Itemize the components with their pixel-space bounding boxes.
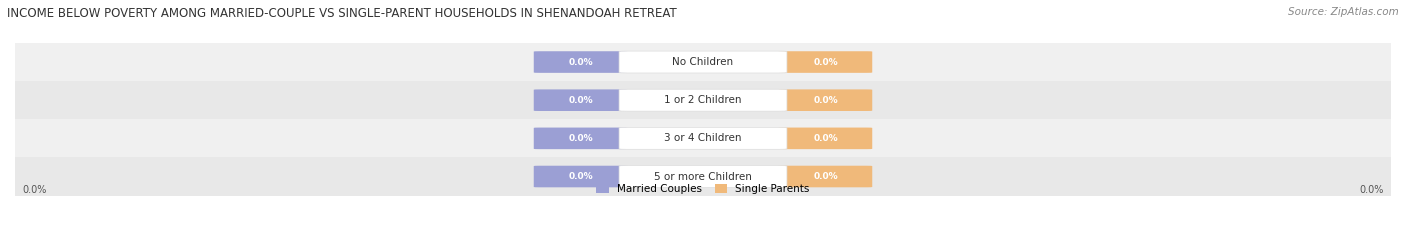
FancyBboxPatch shape (779, 89, 872, 111)
FancyBboxPatch shape (534, 166, 627, 187)
Text: 0.0%: 0.0% (568, 134, 593, 143)
FancyBboxPatch shape (779, 51, 872, 73)
Text: 3 or 4 Children: 3 or 4 Children (664, 133, 742, 143)
Text: 0.0%: 0.0% (1360, 185, 1384, 195)
Bar (15, 119, 1391, 158)
Text: 0.0%: 0.0% (813, 96, 838, 105)
FancyBboxPatch shape (619, 127, 787, 149)
FancyBboxPatch shape (779, 127, 872, 149)
Text: 0.0%: 0.0% (568, 58, 593, 67)
Text: 0.0%: 0.0% (22, 185, 46, 195)
FancyBboxPatch shape (534, 51, 627, 73)
Text: Source: ZipAtlas.com: Source: ZipAtlas.com (1288, 7, 1399, 17)
Text: 0.0%: 0.0% (813, 134, 838, 143)
FancyBboxPatch shape (619, 89, 787, 111)
Bar (15, 158, 1391, 195)
FancyBboxPatch shape (534, 89, 627, 111)
Bar (15, 81, 1391, 119)
FancyBboxPatch shape (619, 166, 787, 188)
FancyBboxPatch shape (619, 51, 787, 73)
Text: 0.0%: 0.0% (813, 58, 838, 67)
FancyBboxPatch shape (779, 166, 872, 187)
Bar (15, 43, 1391, 81)
Text: 0.0%: 0.0% (568, 172, 593, 181)
Text: 1 or 2 Children: 1 or 2 Children (664, 95, 742, 105)
FancyBboxPatch shape (534, 127, 627, 149)
Legend: Married Couples, Single Parents: Married Couples, Single Parents (592, 180, 814, 198)
Text: No Children: No Children (672, 57, 734, 67)
Text: 5 or more Children: 5 or more Children (654, 171, 752, 182)
Text: 0.0%: 0.0% (568, 96, 593, 105)
Text: 0.0%: 0.0% (813, 172, 838, 181)
Text: INCOME BELOW POVERTY AMONG MARRIED-COUPLE VS SINGLE-PARENT HOUSEHOLDS IN SHENAND: INCOME BELOW POVERTY AMONG MARRIED-COUPL… (7, 7, 676, 20)
